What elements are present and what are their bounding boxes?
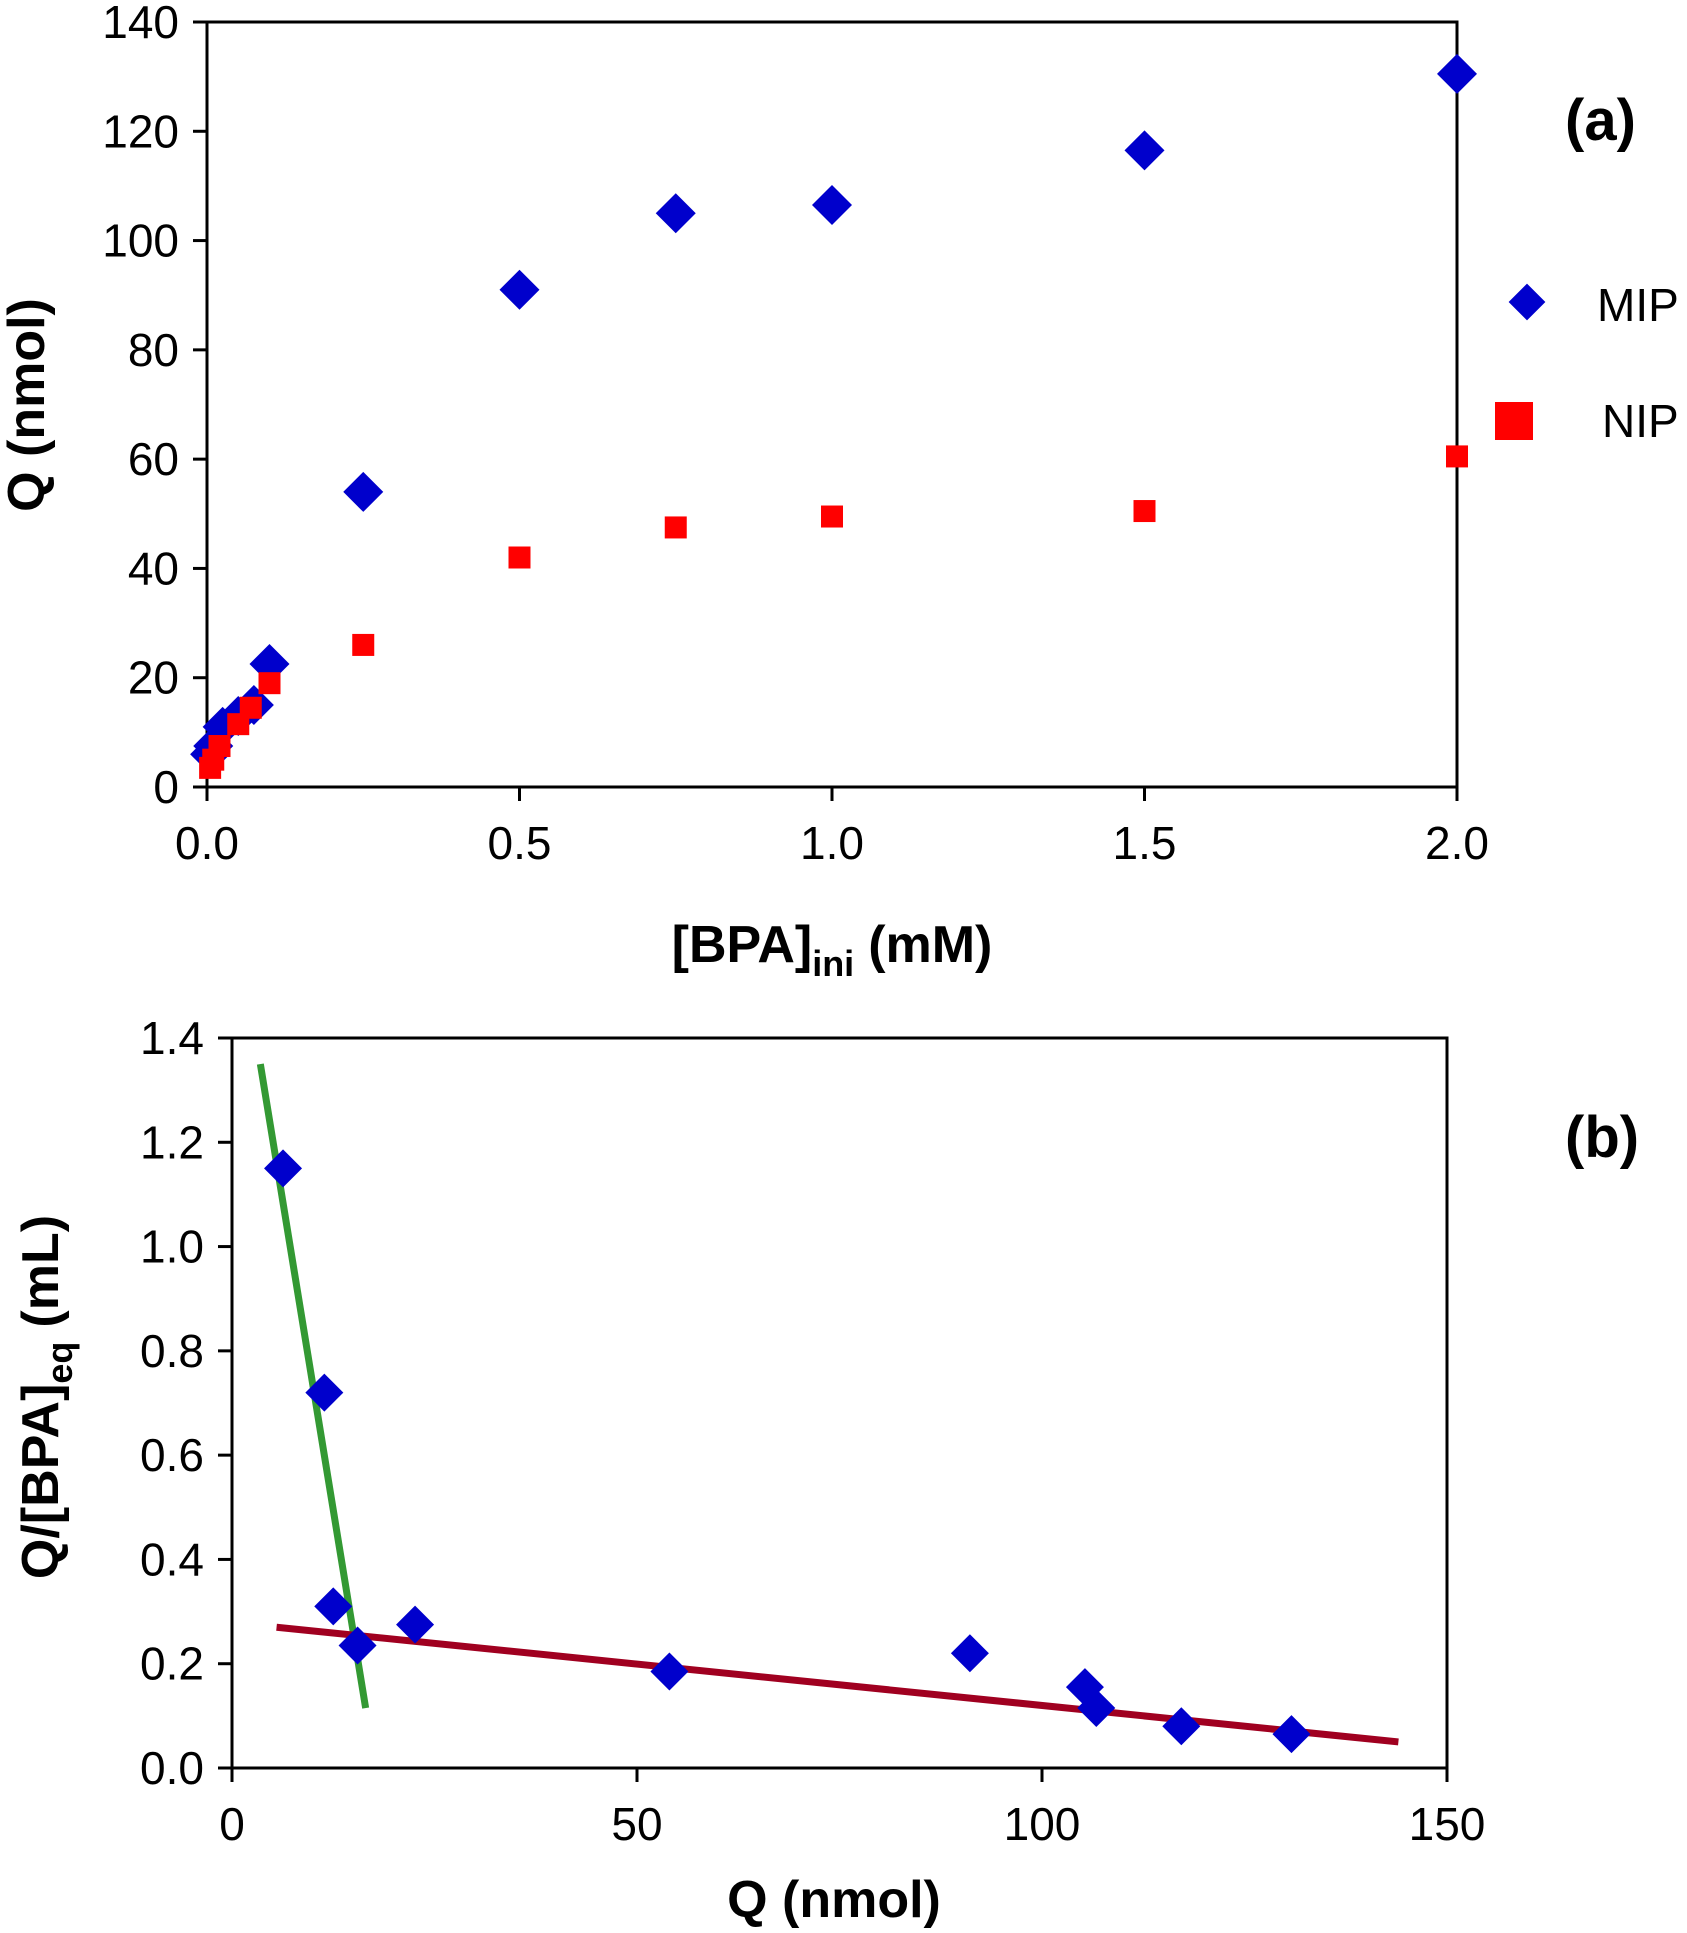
mip-data-point: [1272, 1715, 1311, 1754]
mip-data-point: [305, 1373, 344, 1412]
nip-data-point: [1133, 500, 1156, 523]
y-tick-label: 0.2: [140, 1638, 204, 1690]
low-affinity-fit-line: [276, 1623, 1399, 1746]
y-tick-label: 0.6: [140, 1429, 204, 1481]
x-tick-label: 1.5: [1113, 817, 1177, 869]
y-tick-label: 60: [128, 433, 179, 485]
x-tick-label: 0.0: [175, 817, 239, 869]
panel-b-plot-frame: [230, 1036, 1449, 1770]
mip-data-point: [1124, 130, 1165, 171]
y-tick-label: 0: [153, 761, 179, 813]
mip-data-point: [655, 193, 696, 234]
mip-data-point: [812, 185, 852, 226]
panel-a-legend: MIP NIP: [1495, 279, 1679, 447]
mip-data-point: [264, 1149, 303, 1188]
nip-data-point: [508, 546, 531, 569]
x-tick-label: 100: [1004, 1798, 1081, 1850]
y-tick-label: 40: [128, 542, 179, 594]
panel-a-label: (a): [1565, 88, 1636, 153]
mip-data-point: [1162, 1707, 1201, 1746]
panel-b-fit-lines: [256, 1063, 1399, 1746]
panel-a-data-points: [190, 53, 1477, 779]
mip-data-point: [499, 269, 540, 310]
panel-b-y-title-sub: eq: [39, 1342, 80, 1384]
y-tick-label: 1.0: [140, 1221, 204, 1273]
panel-a-plot-frame: [205, 20, 1459, 789]
panel-b-label: (b): [1565, 1105, 1639, 1170]
x-tick-label: 2.0: [1425, 817, 1489, 869]
nip-data-point: [239, 696, 262, 719]
legend-marker-mip: [1508, 283, 1546, 321]
y-tick-label: 100: [102, 215, 179, 267]
mip-data-point: [343, 471, 384, 512]
mip-data-point: [950, 1634, 989, 1673]
x-tick-label: 1.0: [800, 817, 864, 869]
panel-a-x-title-main: [BPA]: [672, 916, 813, 974]
panel-a-ticks: [193, 20, 1459, 801]
legend-marker-nip: [1495, 402, 1533, 440]
panel-b-y-title-unit: (mL): [12, 1215, 70, 1328]
nip-data-point: [258, 672, 281, 695]
panel-b-data-points: [264, 1149, 1311, 1754]
y-tick-label: 140: [102, 0, 179, 48]
x-tick-label: 150: [1409, 1798, 1486, 1850]
x-tick-label: 0.5: [488, 817, 552, 869]
mip-data-point: [396, 1605, 435, 1644]
nip-data-point: [1446, 445, 1468, 468]
nip-data-point: [821, 505, 843, 528]
mip-data-point: [338, 1626, 377, 1665]
legend-label-mip: MIP: [1597, 279, 1679, 331]
panel-a-y-axis-title: Q (nmol): [0, 298, 56, 512]
y-tick-label: 20: [128, 652, 179, 704]
panel-a-x-title-unit: (mM): [868, 916, 992, 974]
panel-b-y-axis-title: Q/[BPA]eq (mL): [12, 1215, 80, 1579]
y-tick-label: 0.4: [140, 1533, 204, 1585]
legend-label-nip: NIP: [1602, 395, 1679, 447]
panel-a-chart: 0.0 0.5 1.0 1.5 2.0 0 20 40 60 80 100 120 140 (a) MI…: [0, 0, 1679, 984]
panel-a-tick-labels: 0.0 0.5 1.0 1.5 2.0 0 20 40 60 80 100 120 140: [102, 0, 1489, 869]
panel-b-x-axis-title: Q (nmol): [727, 1871, 941, 1929]
mip-data-point: [1437, 53, 1477, 94]
panel-a-x-title-sub: ini: [812, 943, 854, 984]
x-tick-label: 50: [611, 1798, 662, 1850]
mip-data-point: [1077, 1689, 1116, 1728]
nip-data-point: [352, 633, 375, 656]
panel-b-y-title-main: Q/[BPA]: [12, 1384, 70, 1579]
panel-b-ticks: [218, 1036, 1449, 1782]
y-tick-label: 80: [128, 324, 179, 376]
y-tick-label: 1.4: [140, 1012, 204, 1064]
nip-data-point: [664, 516, 687, 539]
nip-data-point: [208, 735, 231, 758]
y-tick-label: 120: [102, 105, 179, 157]
y-tick-label: 1.2: [140, 1116, 204, 1168]
mip-data-point: [314, 1587, 353, 1626]
y-tick-label: 0.0: [140, 1742, 204, 1794]
y-tick-label: 0.8: [140, 1325, 204, 1377]
panel-a-x-axis-title: [BPA]ini (mM): [672, 916, 993, 984]
x-tick-label: 0: [219, 1798, 245, 1850]
panel-b-tick-labels: 0 50 100 150 0.0 0.2 0.4 0.6 0.8 1.0 1.2 1.4: [140, 1012, 1485, 1850]
mip-data-point: [650, 1652, 689, 1691]
panel-b-chart: 0 50 100 150 0.0 0.2 0.4 0.6 0.8 1.0 1.2 1.4 (b) Q …: [12, 1012, 1639, 1929]
